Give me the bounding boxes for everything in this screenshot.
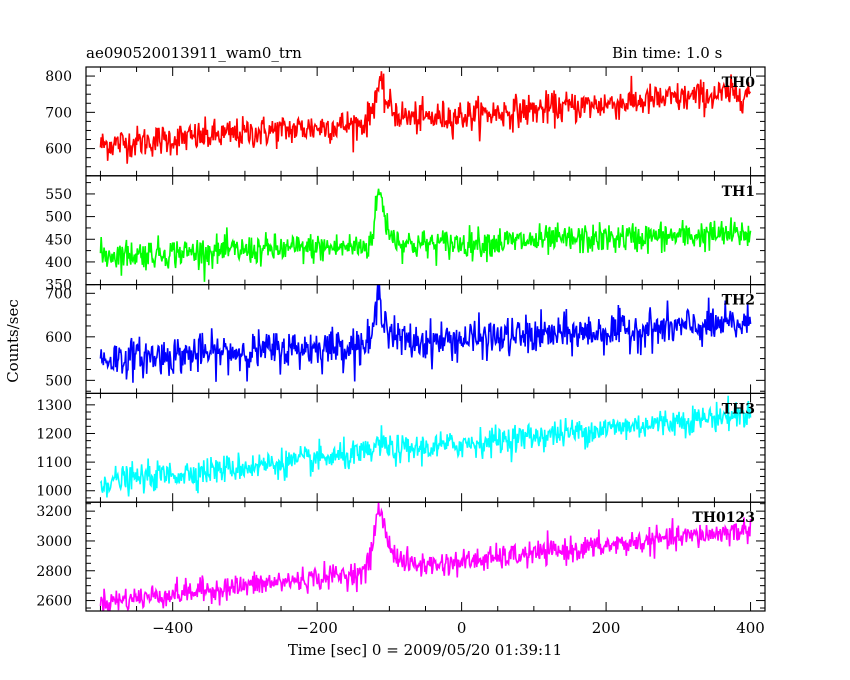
series-line-th2 bbox=[99, 284, 752, 383]
y-tick-label: 700 bbox=[45, 286, 72, 302]
panel-th0123: 2600 2800 3000 3200 TH0123 −400 −200 0 200 400 bbox=[36, 501, 766, 637]
y-tick-label: 550 bbox=[45, 187, 72, 203]
y-tick-label: 500 bbox=[45, 210, 72, 226]
panel-label-th2: TH2 bbox=[722, 293, 755, 309]
panel-th2: 500 600 700 TH2 bbox=[45, 284, 766, 395]
y-tick-label: 1200 bbox=[36, 426, 72, 442]
panel-frame bbox=[85, 66, 766, 177]
x-axis-label: Time [sec] 0 = 2009/05/20 01:39:11 bbox=[288, 641, 562, 659]
x-tick-label: −400 bbox=[152, 619, 193, 637]
y-tick-label: 800 bbox=[45, 69, 72, 85]
x-tick-label: 0 bbox=[457, 619, 467, 637]
series-line-th1 bbox=[99, 188, 752, 282]
panel-th3: 1000 1100 1200 1300 TH3 bbox=[36, 392, 766, 503]
panel-th0: 600 700 800 TH0 bbox=[45, 66, 766, 177]
panel-frame bbox=[85, 175, 766, 286]
y-tick-label: 3000 bbox=[36, 534, 72, 550]
panels: 600 700 800 TH0 350 400 450 500 550 TH1 500 600 700 T… bbox=[36, 66, 766, 637]
y-tick-label: 500 bbox=[45, 373, 72, 389]
panel-label-th1: TH1 bbox=[722, 184, 755, 200]
y-tick-label: 700 bbox=[45, 105, 72, 121]
series-line-th0 bbox=[99, 71, 752, 164]
y-tick-label: 1100 bbox=[36, 455, 72, 471]
panel-th1: 350 400 450 500 550 TH1 bbox=[45, 175, 766, 294]
panel-label-th0: TH0 bbox=[722, 75, 756, 91]
panel-label-th3: TH3 bbox=[722, 401, 755, 417]
x-tick-label: 400 bbox=[736, 619, 765, 637]
y-tick-label: 2800 bbox=[36, 564, 72, 580]
y-axis-label: Counts/sec bbox=[4, 299, 22, 383]
x-tick-label: 200 bbox=[592, 619, 621, 637]
y-tick-label: 350 bbox=[45, 278, 72, 294]
y-tick-label: 2600 bbox=[36, 594, 72, 610]
y-tick-label: 400 bbox=[45, 255, 72, 271]
bin-time-label: Bin time: 1.0 s bbox=[612, 44, 723, 62]
y-tick-label: 600 bbox=[45, 142, 72, 158]
y-tick-label: 1300 bbox=[36, 398, 72, 414]
panel-label-th0123: TH0123 bbox=[692, 510, 755, 526]
series-line-th3 bbox=[99, 395, 752, 498]
y-tick-label: 450 bbox=[45, 232, 72, 248]
chart-title: ae090520013911_wam0_trn bbox=[86, 44, 302, 62]
y-tick-label: 3200 bbox=[36, 504, 72, 520]
series-line-th0123 bbox=[99, 502, 752, 612]
x-tick-label: −200 bbox=[297, 619, 338, 637]
y-tick-label: 600 bbox=[45, 330, 72, 346]
y-tick-label: 1000 bbox=[36, 484, 72, 500]
